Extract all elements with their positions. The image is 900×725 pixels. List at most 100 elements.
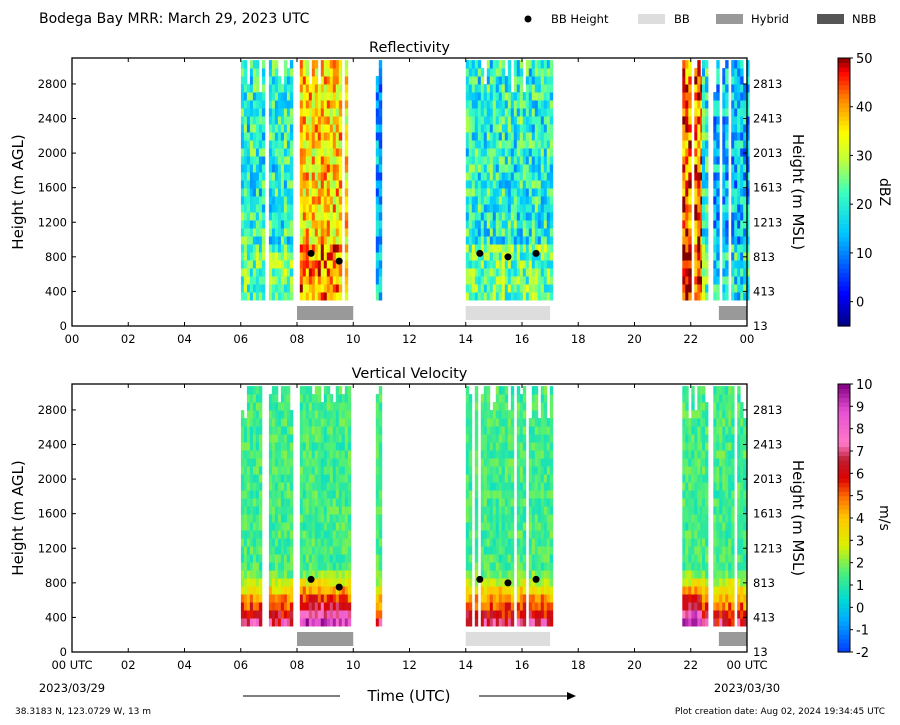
y-axis-label: Height (m AGL) — [9, 134, 27, 249]
heatmap-cell — [540, 514, 545, 523]
heatmap-cell — [510, 450, 515, 459]
heatmap-cell — [378, 450, 383, 459]
heatmap-cell — [495, 466, 500, 475]
heatmap-cell — [685, 450, 689, 459]
heatmap-cell — [746, 196, 750, 205]
heatmap-cell — [549, 212, 554, 221]
x-tick-label: 04 — [177, 332, 192, 346]
heatmap-cell — [477, 164, 482, 173]
heatmap-cell — [694, 578, 698, 587]
heatmap-cell — [486, 132, 491, 141]
colorbar-tick-label: -1 — [856, 624, 869, 639]
heatmap-cell — [378, 100, 383, 109]
heatmap-cell — [510, 546, 515, 555]
heatmap-cell — [274, 562, 279, 571]
heatmap-cell — [685, 594, 689, 603]
heatmap-cell — [314, 514, 319, 523]
heatmap-cell — [743, 180, 747, 189]
heatmap-cell — [540, 92, 545, 101]
heatmap-cell — [299, 570, 304, 579]
colorbar-segment — [838, 178, 850, 184]
heatmap-cell — [713, 482, 717, 491]
heatmap-cell — [516, 196, 521, 205]
heatmap-cell — [338, 228, 343, 237]
heatmap-cell — [519, 514, 524, 523]
heatmap-cell — [734, 180, 738, 189]
heatmap-cell — [308, 212, 313, 221]
heatmap-cell — [483, 292, 488, 301]
heatmap-cell — [246, 188, 251, 197]
heatmap-cell — [474, 164, 479, 173]
heatmap-cell — [268, 466, 273, 475]
heatmap-cell — [486, 212, 491, 221]
heatmap-cell — [722, 124, 726, 133]
heatmap-cell — [731, 92, 735, 101]
heatmap-cell — [314, 124, 319, 133]
heatmap-cell — [688, 84, 692, 93]
heatmap-cell — [534, 244, 539, 253]
heatmap-cell — [702, 410, 706, 419]
y2-tick-label: 13 — [753, 319, 768, 333]
x-tick-label: 22 — [683, 658, 698, 672]
colorbar-segment — [838, 620, 850, 626]
heatmap-cell — [255, 292, 260, 301]
heatmap-cell — [725, 92, 729, 101]
heatmap-cell — [702, 578, 706, 587]
heatmap-cell — [713, 148, 717, 157]
heatmap-cell — [688, 538, 692, 547]
heatmap-cell — [731, 410, 735, 419]
heatmap-cell — [268, 148, 273, 157]
heatmap-cell — [311, 148, 316, 157]
colorbar-segment — [838, 245, 850, 251]
heatmap-cell — [691, 586, 695, 595]
heatmap-cell — [510, 164, 515, 173]
bb-height-marker — [307, 575, 315, 583]
heatmap-cell — [495, 434, 500, 443]
heatmap-cell — [731, 68, 735, 77]
heatmap-cell — [528, 252, 533, 261]
heatmap-cell — [483, 268, 488, 277]
heatmap-cell — [540, 116, 545, 125]
heatmap-cell — [543, 68, 548, 77]
heatmap-cell — [719, 506, 723, 515]
heatmap-cell — [465, 100, 470, 109]
heatmap-cell — [722, 228, 726, 237]
heatmap-cell — [731, 442, 735, 451]
heatmap-cell — [525, 164, 530, 173]
heatmap-cell — [489, 618, 494, 627]
heatmap-cell — [513, 108, 518, 117]
heatmap-cell — [474, 554, 479, 563]
heatmap-cell — [477, 260, 482, 269]
heatmap-cell — [498, 132, 503, 141]
heatmap-cell — [311, 586, 316, 595]
heatmap-cell — [344, 148, 349, 157]
heatmap-cell — [702, 618, 706, 627]
heatmap-cell — [258, 554, 263, 563]
heatmap-cell — [492, 610, 497, 619]
heatmap-cell — [465, 212, 470, 221]
heatmap-cell — [302, 530, 307, 539]
heatmap-cell — [311, 84, 316, 93]
heatmap-cell — [344, 466, 349, 475]
heatmap-cell — [326, 284, 331, 293]
heatmap-cell — [519, 610, 524, 619]
heatmap-cell — [308, 434, 313, 443]
heatmap-cell — [691, 602, 695, 611]
heatmap-cell — [249, 578, 254, 587]
heatmap-cell — [513, 284, 518, 293]
heatmap-cell — [498, 84, 503, 93]
heatmap-cell — [495, 586, 500, 595]
heatmap-cell — [737, 252, 741, 261]
heatmap-cell — [240, 490, 245, 499]
heatmap-cell — [320, 490, 325, 499]
colorbar-segment — [838, 321, 850, 327]
heatmap-cell — [314, 386, 319, 395]
heatmap-cell — [546, 586, 551, 595]
heatmap-cell — [249, 426, 254, 435]
heatmap-cell — [691, 474, 695, 483]
heatmap-cell — [525, 76, 530, 85]
heatmap-cell — [486, 244, 491, 253]
heatmap-cell — [691, 578, 695, 587]
heatmap-cell — [283, 434, 288, 443]
heatmap-cell — [734, 228, 738, 237]
